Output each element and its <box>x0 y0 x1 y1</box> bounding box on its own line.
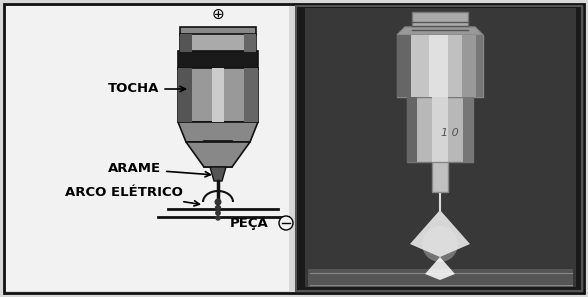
Bar <box>308 269 573 287</box>
Polygon shape <box>397 27 483 35</box>
Text: PEÇA: PEÇA <box>230 217 269 230</box>
Text: 1 0: 1 0 <box>441 128 459 138</box>
Polygon shape <box>186 142 250 167</box>
Circle shape <box>215 206 220 211</box>
Bar <box>244 68 258 122</box>
Bar <box>178 68 192 122</box>
Text: ⊕: ⊕ <box>212 7 225 22</box>
Bar <box>178 68 258 122</box>
Text: ARAME: ARAME <box>108 162 211 177</box>
Bar <box>412 12 468 32</box>
Polygon shape <box>410 210 470 257</box>
Polygon shape <box>178 122 258 142</box>
Bar <box>411 35 429 97</box>
Bar <box>448 35 462 97</box>
Bar <box>178 51 258 69</box>
Bar <box>429 35 449 97</box>
Bar <box>296 6 582 291</box>
Text: TOCHA: TOCHA <box>108 83 185 96</box>
Bar <box>6 6 289 291</box>
Bar <box>476 35 483 97</box>
Bar <box>432 162 448 192</box>
Circle shape <box>422 226 458 262</box>
Circle shape <box>279 216 293 230</box>
Bar <box>397 35 411 97</box>
Polygon shape <box>210 167 226 181</box>
Bar <box>180 34 192 52</box>
Bar <box>407 97 473 162</box>
Bar <box>305 285 576 287</box>
Bar <box>244 34 256 52</box>
Bar <box>432 97 448 162</box>
Bar <box>180 34 256 52</box>
Bar <box>407 97 417 162</box>
Circle shape <box>215 199 221 205</box>
Circle shape <box>216 216 220 220</box>
Bar <box>204 141 232 167</box>
Bar <box>305 8 576 285</box>
Text: ARCO ELÉTRICO: ARCO ELÉTRICO <box>65 186 199 206</box>
Bar <box>180 27 256 35</box>
Polygon shape <box>425 257 455 280</box>
Bar <box>212 68 224 122</box>
Bar <box>463 97 473 162</box>
Bar <box>397 35 483 97</box>
Bar <box>462 35 476 97</box>
Circle shape <box>216 211 220 215</box>
